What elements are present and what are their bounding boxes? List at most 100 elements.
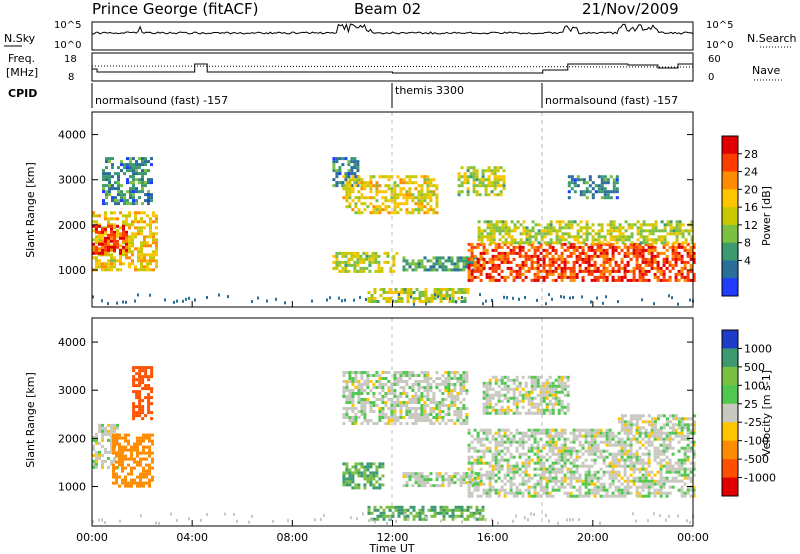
velocity-echo-cell — [551, 488, 555, 492]
power-echo-cell — [533, 260, 537, 264]
velocity-echo-cell — [470, 470, 474, 474]
power-echo-cell — [525, 238, 529, 242]
velocity-echo-cell — [605, 491, 609, 495]
velocity-echo-cell — [354, 413, 358, 416]
velocity-echo-cell — [554, 428, 558, 432]
velocity-echo-cell — [533, 473, 537, 477]
power-echo-cell — [548, 260, 552, 264]
velocity-echo-cell — [602, 485, 606, 489]
velocity-echo-cell — [563, 452, 567, 456]
power-echo-cell — [579, 241, 583, 245]
power-echo-cell — [463, 181, 467, 185]
velocity-echo-cell — [515, 428, 519, 432]
velocity-echo-cell — [542, 431, 546, 435]
power-echo-cell — [692, 275, 696, 279]
power-echo-cell — [396, 175, 400, 179]
power-echo-cell — [557, 272, 561, 276]
velocity-echo-cell — [462, 472, 466, 476]
velocity-echo-cell — [500, 464, 504, 468]
velocity-echo-cell — [659, 488, 663, 492]
velocity-echo-cell — [101, 438, 104, 442]
velocity-echo-cell — [578, 434, 582, 438]
power-echo-cell — [525, 235, 529, 239]
power-echo-cell — [641, 269, 645, 273]
power-echo-cell — [545, 263, 549, 267]
ground-scatter-cell — [599, 521, 601, 525]
velocity-echo-cell — [527, 458, 531, 462]
velocity-echo-cell — [650, 440, 654, 444]
power-echo-cell — [650, 266, 654, 270]
velocity-echo-cell — [367, 505, 371, 509]
power-echo-cell — [497, 263, 501, 267]
velocity-echo-cell — [641, 437, 645, 441]
power-echo-cell — [113, 211, 116, 215]
power-echo-cell — [393, 202, 397, 206]
power-echo-cell — [378, 184, 382, 188]
power-echo-cell — [585, 223, 589, 227]
velocity-echo-cell — [432, 484, 436, 488]
power-echo-cell — [450, 262, 454, 266]
velocity-echo-cell — [405, 374, 409, 377]
power-echo-cell — [126, 163, 129, 167]
velocity-echo-cell — [548, 408, 552, 412]
velocity-echo-cell — [92, 444, 95, 448]
noise-search-label: N.Search — [747, 32, 797, 45]
velocity-echo-cell — [671, 467, 675, 471]
velocity-echo-cell — [647, 464, 651, 468]
power-echo-cell — [668, 275, 672, 279]
velocity-echo-cell — [381, 413, 385, 416]
power-echo-cell — [350, 263, 354, 267]
power-echo-cell — [486, 223, 490, 227]
ground-scatter-cell — [689, 521, 691, 525]
power-echo-cell — [618, 238, 622, 242]
velocity-echo-cell — [138, 390, 142, 394]
power-echo-cell — [680, 260, 684, 264]
power-echo-cell — [117, 199, 120, 203]
power-echo-cell — [479, 254, 483, 258]
noise-left-tick-high: 10^5 — [54, 20, 81, 31]
velocity-echo-cell — [650, 491, 654, 495]
power-echo-cell — [470, 245, 474, 249]
velocity-echo-cell — [473, 479, 477, 483]
power-echo-cell — [506, 260, 510, 264]
power-echo-cell — [408, 181, 412, 185]
power-echo-cell — [140, 241, 143, 245]
ground-scatter-cell — [170, 512, 172, 516]
velocity-echo-cell — [506, 473, 510, 477]
velocity-echo-cell — [551, 494, 555, 498]
velocity-echo-cell — [420, 380, 424, 383]
power-echo-cell — [669, 232, 673, 236]
power-echo-cell — [569, 251, 573, 255]
power-echo-cell — [692, 257, 696, 261]
power-echo-cell — [500, 269, 504, 273]
power-echo-cell — [152, 214, 155, 218]
power-echo-cell — [585, 187, 589, 191]
power-echo-cell — [681, 235, 685, 239]
power-echo-cell — [141, 163, 144, 167]
ground-scatter-cell — [257, 296, 259, 300]
power-echo-cell — [548, 251, 552, 255]
velocity-echo-cell — [360, 386, 364, 389]
velocity-echo-cell — [467, 488, 471, 492]
velocity-echo-cell — [557, 452, 561, 456]
velocity-echo-cell — [345, 371, 349, 374]
velocity-echo-cell — [369, 419, 373, 422]
velocity-echo-cell — [560, 402, 564, 406]
velocity-echo-cell — [476, 455, 480, 459]
ground-scatter-cell — [479, 514, 481, 518]
velocity-echo-cell — [683, 426, 687, 430]
velocity-echo-cell — [420, 398, 424, 401]
velocity-echo-cell — [423, 410, 427, 413]
velocity-echo-cell — [366, 401, 370, 404]
velocity-echo-cell — [141, 411, 145, 415]
velocity-echo-cell — [138, 384, 142, 388]
velocity-echo-cell — [620, 428, 624, 432]
power-echo-cell — [642, 220, 646, 224]
power-echo-cell — [360, 202, 364, 206]
velocity-echo-cell — [375, 465, 379, 469]
velocity-echo-cell — [414, 419, 418, 422]
power-echo-cell — [104, 214, 107, 218]
velocity-echo-cell — [375, 374, 379, 377]
velocity-echo-cell — [482, 408, 486, 412]
power-echo-cell — [590, 245, 594, 249]
